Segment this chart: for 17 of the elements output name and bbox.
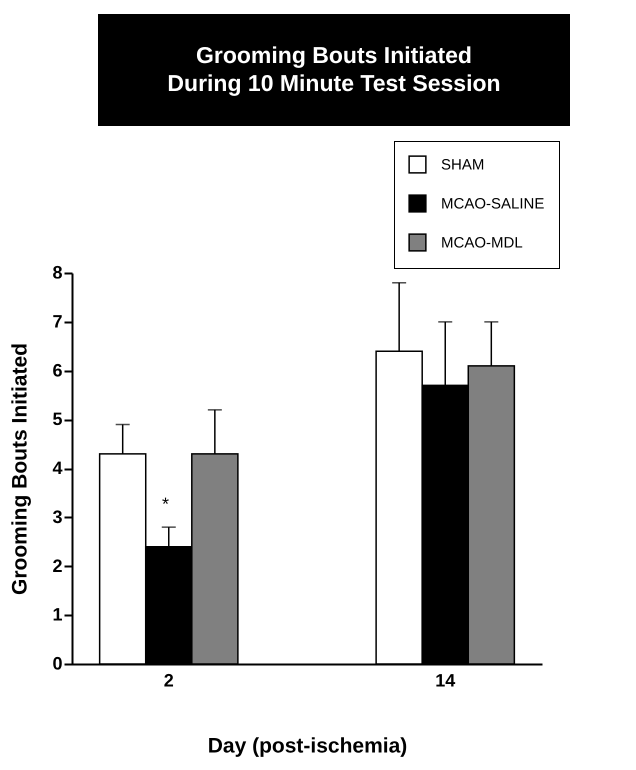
y-tick-label: 5 [52, 409, 62, 430]
annotation: * [162, 494, 170, 515]
y-tick-label: 8 [52, 262, 62, 282]
chart-title: Grooming Bouts Initiated During 10 Minute Test Session [98, 14, 570, 126]
y-tick-label: 6 [52, 360, 62, 380]
x-tick-label: 14 [435, 670, 456, 690]
y-tick-label: 3 [52, 506, 62, 527]
legend-label: MCAO-SALINE [441, 196, 544, 212]
x-axis-title: Day (post-ischemia) [208, 734, 408, 758]
legend-label: SHAM [441, 156, 484, 174]
y-tick-label: 2 [52, 556, 62, 576]
y-axis-title: Grooming Bouts Initiated [8, 343, 32, 595]
y-tick-label: 0 [52, 654, 62, 674]
y-tick-label: 1 [52, 604, 62, 625]
y-tick-label: 4 [52, 458, 62, 478]
y-tick-label: 7 [52, 311, 62, 332]
legend-label: MCAO-MDL [441, 234, 523, 252]
